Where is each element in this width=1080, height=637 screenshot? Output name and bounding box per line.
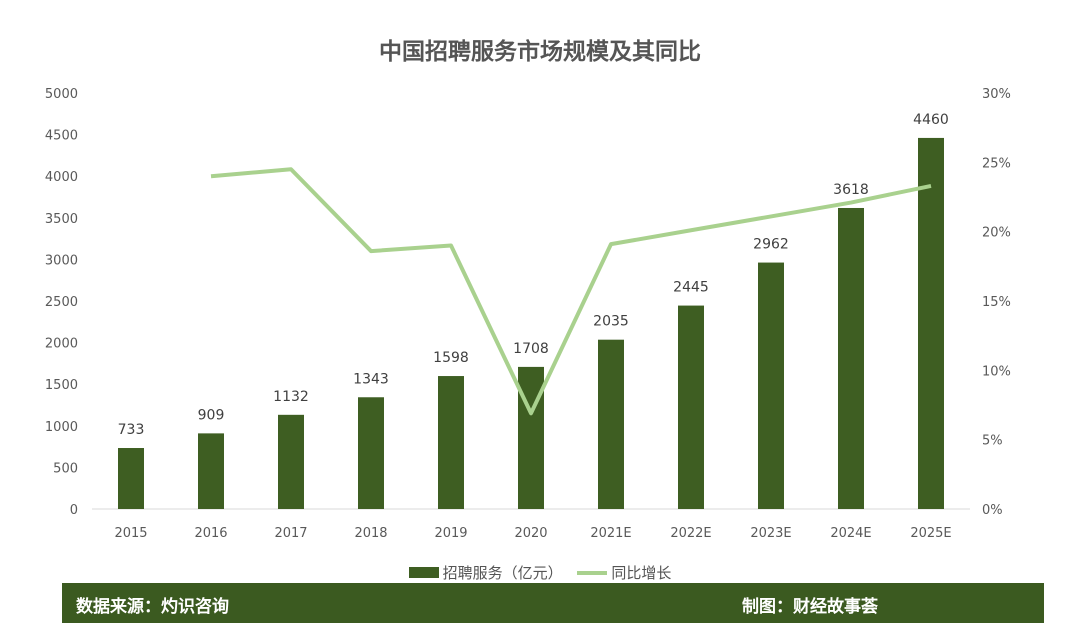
y-left-tick-label: 5000 [45,87,78,102]
legend-label-bar: 招聘服务（亿元） [442,564,563,582]
x-tick-label: 2021E [590,526,631,541]
x-tick-label: 2019 [434,526,467,541]
y-left-tick-label: 2500 [45,295,78,310]
y-right-tick-label: 25% [982,156,1011,171]
legend-label-line: 同比增长 [611,564,672,582]
x-tick-label: 2023E [750,526,791,541]
bar [438,376,464,509]
y-right-tick-label: 15% [982,295,1011,310]
x-tick-label: 2018 [354,526,387,541]
bar [678,305,704,509]
bar-data-label: 733 [118,422,145,438]
footer-band: 数据来源：灼识咨询 制图：财经故事荟 [62,583,1044,623]
x-tick-label: 2015 [114,526,147,541]
y-right-tick-label: 30% [982,87,1011,102]
bar-data-label: 4460 [913,112,949,128]
bar [598,339,624,509]
y-left-tick-label: 4500 [45,129,78,144]
x-tick-label: 2025E [910,526,951,541]
bar-data-label: 2445 [673,280,709,296]
growth-line [210,167,932,416]
bar-data-label: 2962 [753,237,789,253]
bar [118,448,144,509]
legend-swatch-bar [408,567,439,578]
y-left-tick-label: 1500 [45,378,78,393]
y-right-tick-label: 0% [982,503,1003,518]
bar-data-label: 3618 [833,182,869,198]
bar [198,433,224,509]
bar [918,137,944,510]
x-tick-label: 2020 [514,526,547,541]
y-left-tick-label: 4000 [45,170,78,185]
chart-credit: 制图：财经故事荟 [742,597,878,617]
bar-data-label: 1343 [353,371,389,387]
y-right-tick-label: 10% [982,364,1011,379]
bar-data-label: 1598 [433,350,469,366]
bar [278,414,304,509]
y-left-tick-label: 3500 [45,212,78,227]
chart: 0 500 1000 1500 2000 2500 3000 3500 4000 4500 5000… [45,87,1011,541]
y-left-tick-label: 500 [53,461,78,476]
y-left-tick-label: 1000 [45,420,78,435]
x-tick-label: 2022E [670,526,711,541]
y-right-tick-label: 5% [982,434,1003,449]
legend-swatch-line [577,570,608,575]
x-tick-label: 2016 [194,526,227,541]
bar [838,207,864,509]
bar [518,366,544,509]
bar-data-label: 1132 [273,389,309,405]
bar [758,262,784,509]
y-left-tick-label: 3000 [45,253,78,268]
y-right-tick-label: 20% [982,226,1011,241]
chart-title: 中国招聘服务市场规模及其同比 [379,39,701,65]
bar-data-label: 1708 [513,341,549,357]
x-tick-label: 2017 [274,526,307,541]
legend: 招聘服务（亿元） 同比增长 [0,562,1080,583]
y-left-tick-label: 0 [70,503,78,518]
bar-data-label: 909 [198,407,225,423]
data-source: 数据来源：灼识咨询 [76,597,229,617]
bar-data-label: 2035 [593,314,629,330]
x-tick-label: 2024E [830,526,871,541]
bar [358,397,384,509]
y-left-tick-label: 2000 [45,337,78,352]
